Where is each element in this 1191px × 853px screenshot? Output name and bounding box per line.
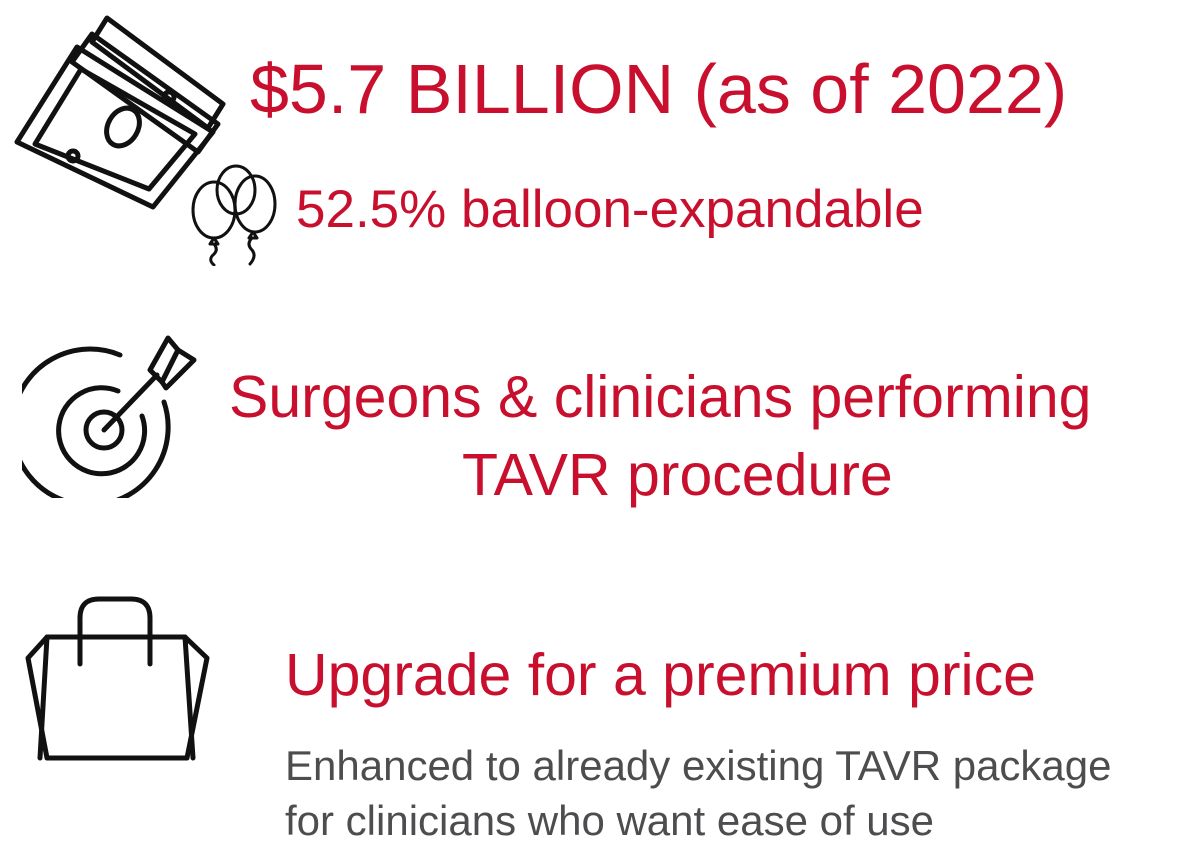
- market-size-heading: $5.7 BILLION (as of 2022): [250, 50, 1068, 128]
- upgrade-description-line-2: for clinicians who want ease of use: [285, 797, 935, 844]
- target-audience-line-1: Surgeons & clinicians performing: [229, 364, 1092, 430]
- target-audience-line-2: TAVR procedure: [462, 442, 893, 508]
- target-arrow-icon: [22, 330, 200, 498]
- balloons-icon: [186, 164, 282, 266]
- money-stack-icon: [12, 14, 238, 214]
- upgrade-heading: Upgrade for a premium price: [285, 642, 1036, 708]
- shopping-bag-icon: [25, 596, 211, 768]
- upgrade-description-line-1: Enhanced to already existing TAVR packag…: [285, 742, 1112, 789]
- balloon-expandable-share: 52.5% balloon-expandable: [296, 180, 924, 239]
